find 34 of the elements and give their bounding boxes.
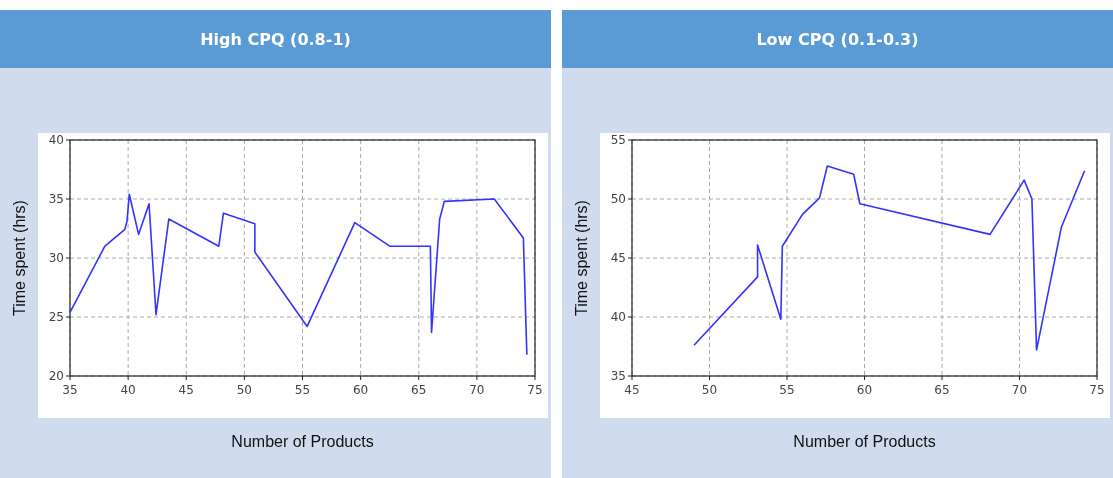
x-tick-label: 65 xyxy=(411,383,427,397)
y-tick-label: 45 xyxy=(610,251,626,265)
y-tick-label: 40 xyxy=(48,133,64,147)
x-tick-label: 50 xyxy=(236,383,253,397)
y-tick-label: 35 xyxy=(48,192,64,206)
x-axis-title: Number of Products xyxy=(231,433,374,450)
chart-title: Low CPQ (0.1-0.3) xyxy=(756,30,919,49)
x-axis-title: Number of Products xyxy=(793,433,936,450)
x-tick-label: 65 xyxy=(934,383,950,397)
x-tick-label: 70 xyxy=(1011,383,1028,397)
y-tick-label: 50 xyxy=(610,192,626,206)
x-tick-label: 55 xyxy=(779,383,795,397)
y-tick-label: 55 xyxy=(610,133,626,147)
x-tick-label: 75 xyxy=(1089,383,1105,397)
x-tick-label: 70 xyxy=(469,383,485,397)
line-series xyxy=(69,193,528,356)
y-tick-label: 40 xyxy=(610,310,626,324)
x-tick-label: 50 xyxy=(701,383,718,397)
x-tick-label: 45 xyxy=(624,383,640,397)
y-tick-label: 35 xyxy=(610,369,626,383)
y-axis-title: Time spent (hrs) xyxy=(573,200,590,316)
x-tick-label: 75 xyxy=(527,383,543,397)
y-tick-label: 25 xyxy=(48,310,64,324)
x-tick-label: 60 xyxy=(352,383,369,397)
y-tick-label: 30 xyxy=(48,251,64,265)
x-tick-label: 40 xyxy=(120,383,136,397)
chart-title: High CPQ (0.8-1) xyxy=(200,30,351,49)
y-axis-title: Time spent (hrs) xyxy=(11,200,28,316)
x-tick-label: 35 xyxy=(62,383,78,397)
x-tick-label: 55 xyxy=(294,383,311,397)
y-tick-label: 20 xyxy=(48,369,64,383)
x-tick-label: 60 xyxy=(856,383,873,397)
line-series xyxy=(693,165,1086,351)
x-tick-label: 45 xyxy=(178,383,194,397)
